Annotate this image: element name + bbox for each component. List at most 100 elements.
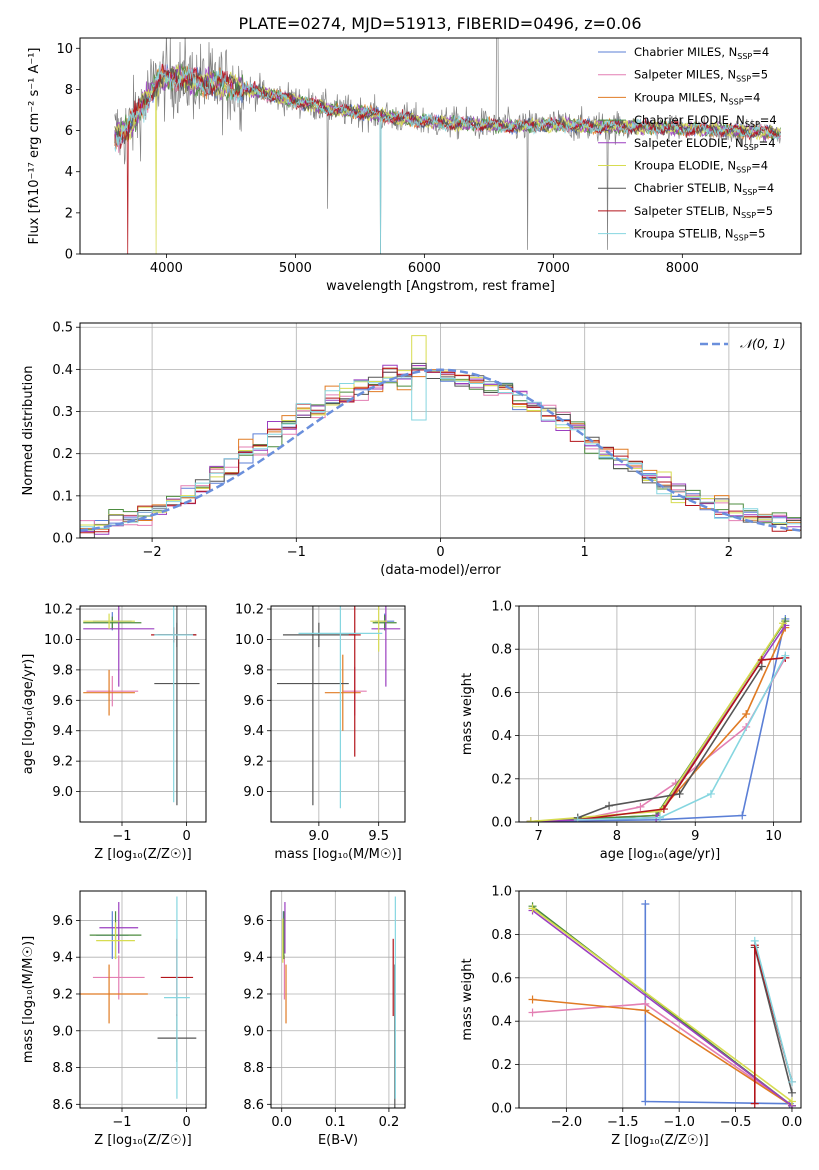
plot-area — [114, 38, 781, 254]
axes-frame — [79, 322, 802, 539]
x-tick-label: −1.0 — [663, 1115, 695, 1130]
y-axis-label: Normed distribution — [21, 366, 36, 496]
y-tick-label: 9.2 — [52, 987, 73, 1002]
legend-entry: Salpeter MILES, NSSP=5 — [634, 68, 768, 84]
series-line-chabrier-miles — [644, 904, 790, 1105]
y-tick-label: 6 — [65, 124, 73, 139]
series-line-kroupa-stelib — [577, 655, 787, 821]
legend: Chabrier MILES, NSSP=4 Salpeter MILES, NS… — [598, 45, 777, 243]
data-point — [787, 1097, 796, 1106]
y-tick-label: 1.0 — [491, 885, 512, 900]
errorbar-point — [154, 606, 200, 806]
legend-entry: 𝒩(0, 1) — [740, 336, 786, 351]
y-tick-label: 10.0 — [44, 633, 73, 648]
data-point — [528, 904, 537, 913]
x-axis-label: wavelength [Angstrom, rest frame] — [326, 279, 555, 294]
x-tick-label: −1 — [112, 1115, 131, 1130]
y-tick-label: 9.4 — [243, 951, 264, 966]
x-tick-label: −1.5 — [607, 1115, 639, 1130]
plot-area — [83, 606, 200, 806]
axes-frame — [79, 37, 802, 255]
series-line-salpeter-elodie — [532, 909, 793, 1107]
x-axis-label: E(B-V) — [318, 1133, 358, 1148]
errorbar-point — [282, 622, 355, 648]
y-tick-label: 0.2 — [491, 1058, 512, 1073]
x-tick-label: 0 — [182, 1115, 190, 1130]
legend: 𝒩(0, 1) — [700, 336, 786, 351]
series-line-salpeter-miles — [577, 657, 786, 821]
errorbar-point — [80, 964, 148, 1024]
x-tick-label: −1 — [287, 545, 306, 560]
plot-area — [528, 900, 796, 1108]
x-tick-label: 9 — [691, 829, 699, 844]
errorbar-point — [99, 902, 139, 954]
y-tick-label: 8.8 — [243, 1061, 264, 1076]
x-tick-label: 7000 — [537, 261, 570, 276]
data-point — [738, 811, 747, 820]
y-tick-label: 0.6 — [491, 971, 512, 986]
y-tick-label: 9.2 — [243, 987, 264, 1002]
x-tick-label: 6000 — [408, 261, 441, 276]
x-axis-label: Z [log₁₀(Z/Z☉)] — [611, 1133, 708, 1148]
data-point — [787, 1077, 796, 1086]
y-tick-label: 10.2 — [44, 603, 73, 618]
x-tick-label: 4000 — [150, 261, 183, 276]
data-point — [750, 1099, 759, 1108]
errorbar-point — [96, 922, 135, 960]
y-tick-label: 9.0 — [243, 1024, 264, 1039]
legend-entry: Kroupa ELODIE, NSSP=4 — [634, 159, 768, 175]
axes-frame — [518, 605, 802, 823]
axes-frame — [270, 890, 406, 1109]
x-tick-label: 9.0 — [309, 829, 330, 844]
x-tick-label: −1 — [112, 829, 131, 844]
axes-frame — [79, 890, 207, 1109]
legend-entry: Chabrier ELODIE, NSSP=4 — [634, 113, 777, 129]
observed-spectrum — [114, 38, 781, 254]
x-axis-label: mass [log₁₀(M/M☉)] — [274, 847, 401, 862]
data-point — [757, 656, 766, 664]
legend-entry: Kroupa STELIB, NSSP=5 — [634, 227, 765, 243]
x-tick-label: −2.0 — [551, 1115, 583, 1130]
data-point — [787, 1088, 796, 1097]
x-tick-label: −2 — [143, 545, 162, 560]
data-point — [526, 817, 535, 822]
model-spectrum-kroupa-elodie — [114, 64, 781, 254]
errorbar-point — [276, 606, 349, 806]
x-tick-label: 0.0 — [782, 1115, 803, 1130]
data-point — [605, 801, 614, 810]
normal-curve — [80, 368, 801, 532]
axes-frame — [79, 605, 207, 823]
x-axis-label: Z [log₁₀(Z/Z☉)] — [94, 847, 191, 862]
y-tick-label: 0.3 — [52, 405, 73, 420]
data-point — [659, 805, 668, 814]
x-tick-label: 5000 — [279, 261, 312, 276]
plot-area — [526, 614, 790, 822]
y-tick-label: 10 — [56, 42, 73, 57]
x-tick-label: 10 — [765, 829, 782, 844]
x-tick-label: 9.5 — [368, 829, 389, 844]
panel-age-vs-mass: 9.0 9.5 9.0 9.2 9.4 9.6 9.8 10.0 10.2 mass [log₁₀… — [235, 603, 406, 862]
x-tick-label: 0.1 — [325, 1115, 346, 1130]
y-tick-label: 9.6 — [52, 914, 73, 929]
panel-age-vs-Z: −1 0 9.0 9.2 9.4 9.6 9.8 10.0 10.2 Z [log₁₀(Z/Z☉)… — [21, 603, 207, 862]
y-tick-label: 0 — [65, 248, 73, 263]
errorbar-point — [92, 955, 145, 1000]
y-tick-label: 0.2 — [491, 772, 512, 787]
errorbar-point — [348, 606, 361, 757]
plot-area — [282, 896, 396, 1108]
panel-mass-vs-EBV: 0.0 0.1 0.2 8.6 8.8 9.0 9.2 9.4 9.6 E(B-V) — [243, 890, 406, 1148]
series-line-kroupa-elodie — [530, 622, 784, 822]
x-tick-label: 0 — [182, 829, 190, 844]
x-tick-label: 1 — [581, 545, 589, 560]
errorbar-point — [154, 606, 194, 803]
y-tick-label: 0.0 — [491, 816, 512, 831]
panel-mass-vs-Z: −1 0 8.6 8.8 9.0 9.2 9.4 9.6 Z [log₁₀(Z/Z☉)] mass… — [21, 890, 207, 1148]
legend-entry: Chabrier STELIB, NSSP=4 — [634, 181, 774, 197]
data-point — [675, 789, 684, 798]
y-axis-label: mass [log₁₀(M/M☉)] — [21, 936, 36, 1063]
errorbar-point — [371, 606, 401, 687]
y-tick-label: 0.2 — [52, 447, 73, 462]
series-line-salpeter-stelib — [577, 657, 786, 821]
errorbar-point — [86, 675, 139, 707]
